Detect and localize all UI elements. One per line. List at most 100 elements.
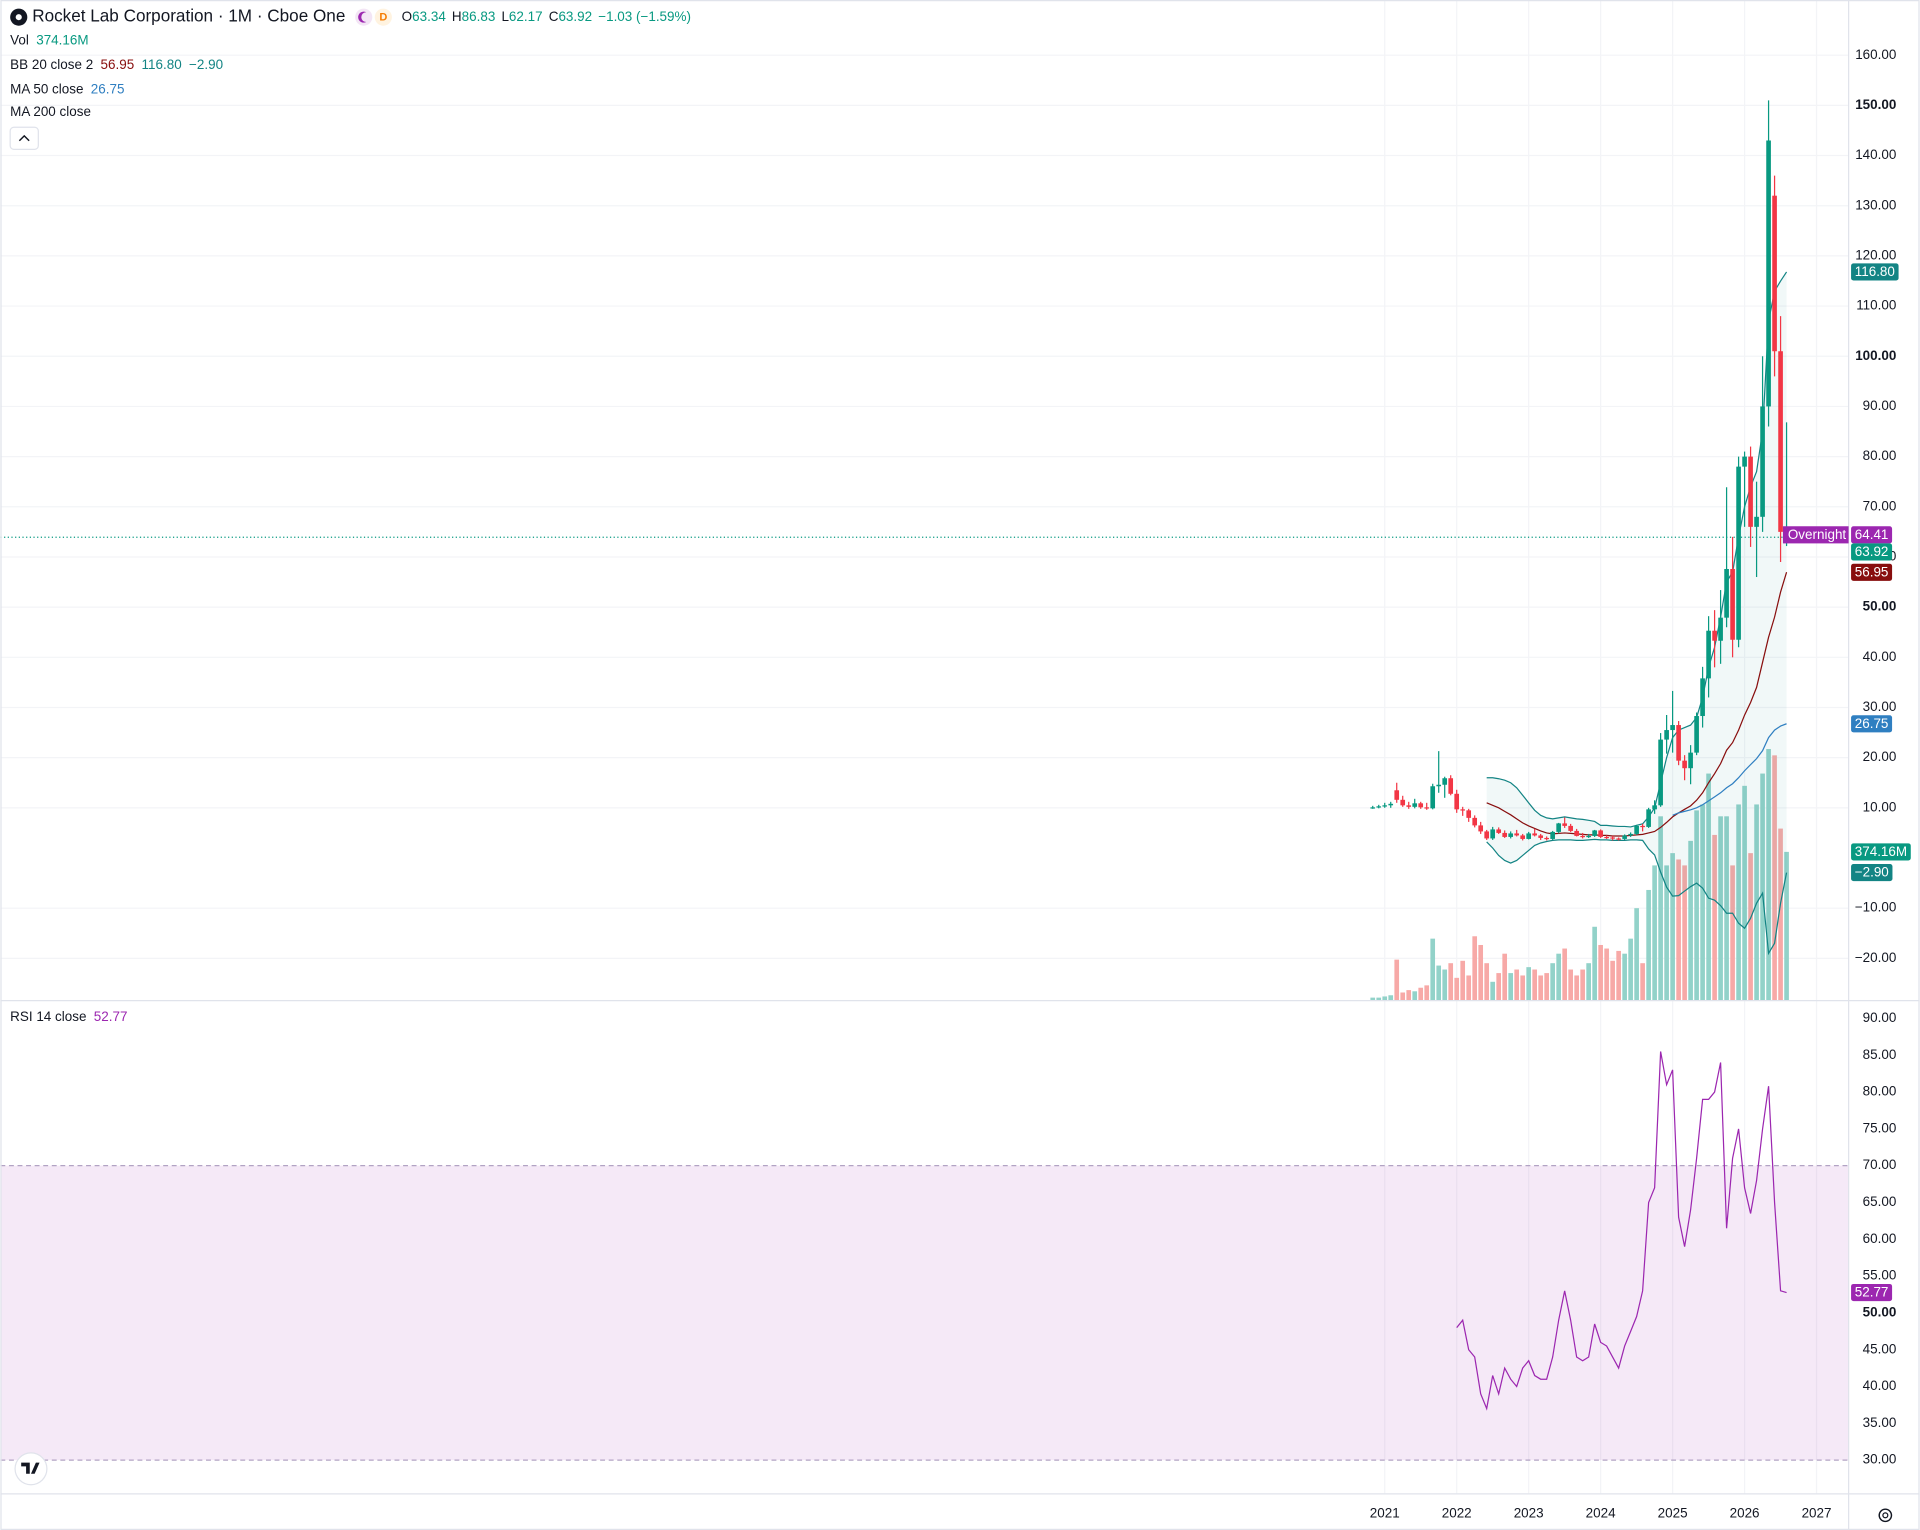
low-label: L — [501, 9, 509, 24]
volume-bar — [1592, 926, 1597, 1001]
volume-bar — [1676, 859, 1681, 1001]
rsi-tick-label: 90.00 — [1863, 1010, 1897, 1025]
session-badge[interactable] — [355, 8, 373, 26]
bb-upper-value: 116.80 — [142, 56, 182, 71]
candle-body — [1766, 140, 1771, 407]
settings-button[interactable] — [1878, 1508, 1893, 1523]
volume-bar — [1742, 785, 1747, 1001]
candle-body — [1574, 830, 1579, 836]
candle-body — [1706, 630, 1711, 679]
candle-body — [1676, 725, 1681, 761]
volume-bar — [1466, 975, 1472, 1001]
candle-body — [1646, 809, 1651, 827]
button-frame[interactable] — [9, 126, 39, 150]
candle-body — [1610, 837, 1615, 839]
price-label-bg — [1851, 543, 1893, 561]
candle-body — [1640, 825, 1645, 828]
volume-bar — [1664, 865, 1669, 1001]
y-tick-label: 20.00 — [1863, 749, 1897, 764]
logo-circle[interactable] — [14, 1452, 48, 1486]
candle-body — [1430, 786, 1436, 809]
bb-legend[interactable]: BB 20 close 2 56.95 116.80 −2.90 — [10, 56, 223, 71]
delay-badge[interactable] — [374, 8, 392, 26]
volume-bar — [1544, 973, 1549, 1001]
volume-bar — [1406, 990, 1412, 1001]
collapse-legend-button[interactable] — [9, 126, 39, 150]
tradingview-logo[interactable] — [14, 1452, 48, 1486]
gear[interactable] — [1878, 1508, 1893, 1523]
volume-bar — [1694, 810, 1699, 1001]
rsi-band-fill — [0, 1165, 1849, 1461]
volume-bar — [1400, 992, 1406, 1001]
candle-body — [1544, 837, 1549, 840]
candle-body — [1658, 739, 1663, 806]
volume-bar — [1454, 977, 1460, 1001]
volume-bar — [1628, 938, 1633, 1001]
volume-bar — [1418, 987, 1424, 1001]
ma50-legend[interactable]: MA 50 close 26.75 — [10, 81, 124, 96]
ohlc-legend: O63.34 H86.83 L62.17 C63.92 −1.03 (−1.59%) — [402, 9, 691, 24]
y-tick-label: 70.00 — [1863, 498, 1897, 513]
candle-body — [1748, 456, 1753, 527]
rsi-tick-label: 30.00 — [1863, 1452, 1897, 1467]
volume-bar — [1688, 840, 1693, 1001]
rsi-tick-label: 75.00 — [1863, 1120, 1897, 1135]
volume-bar — [1514, 969, 1520, 1001]
open-label: O — [402, 9, 412, 24]
volume-bar — [1532, 969, 1537, 1001]
candle-body — [1472, 817, 1478, 826]
candle-body — [1616, 838, 1621, 840]
candle-body — [1628, 833, 1633, 836]
volume-bar — [1784, 851, 1789, 1001]
price-label: 374.16M — [1855, 844, 1907, 859]
ma50-name: MA 50 close — [10, 81, 83, 96]
chevron-up — [18, 134, 30, 142]
candle-body — [1406, 805, 1412, 807]
candle-body — [1622, 835, 1627, 839]
ma200-legend[interactable]: MA 200 close — [10, 104, 91, 119]
candle-body — [1478, 825, 1484, 832]
volume-bar — [1766, 749, 1771, 1001]
volume-bar — [1730, 865, 1735, 1001]
volume-bar — [1472, 936, 1478, 1001]
candle-body — [1466, 810, 1472, 818]
volume-bar — [1706, 773, 1711, 1001]
rsi-tick-label: 45.00 — [1863, 1341, 1897, 1356]
price-label: 52.77 — [1855, 1285, 1889, 1300]
candle-body — [1772, 195, 1777, 352]
volume-bar — [1442, 969, 1448, 1001]
price-label: 56.95 — [1855, 564, 1889, 579]
x-tick-label: 2022 — [1442, 1506, 1472, 1521]
rsi-tick-label: 80.00 — [1863, 1084, 1897, 1099]
y-tick-label: 50.00 — [1863, 599, 1897, 614]
candle-body — [1682, 760, 1687, 769]
volume-bar — [1412, 991, 1418, 1001]
candle-body — [1376, 806, 1382, 808]
rsi-legend[interactable]: RSI 14 close 52.77 — [10, 1009, 127, 1024]
y-tick-label: 30.00 — [1863, 699, 1897, 714]
y-tick-label: 140.00 — [1855, 147, 1896, 162]
candle-body — [1568, 825, 1573, 831]
price-label: 64.41 — [1855, 527, 1889, 542]
volume-bar — [1616, 950, 1621, 1001]
candle-body — [1550, 831, 1555, 839]
rsi-tick-label: 40.00 — [1863, 1378, 1897, 1393]
volume-bar — [1646, 889, 1651, 1001]
logo-mark — [21, 1462, 40, 1474]
candle-body — [1754, 516, 1759, 527]
x-tick-label: 2026 — [1730, 1506, 1760, 1521]
candle-body — [1778, 351, 1783, 532]
candle-body — [1412, 803, 1418, 807]
volume-legend[interactable]: Vol 374.16M — [10, 32, 88, 47]
candle-body — [1688, 752, 1693, 769]
close-label: C — [549, 9, 559, 24]
symbol-title[interactable]: Rocket Lab Corporation · 1M · Cboe One — [32, 6, 345, 26]
candle-body — [1370, 807, 1376, 809]
delay-badge-text: D — [379, 12, 387, 24]
y-tick-label: 160.00 — [1855, 47, 1896, 62]
candle-body — [1592, 830, 1597, 836]
volume-bar — [1604, 948, 1609, 1001]
